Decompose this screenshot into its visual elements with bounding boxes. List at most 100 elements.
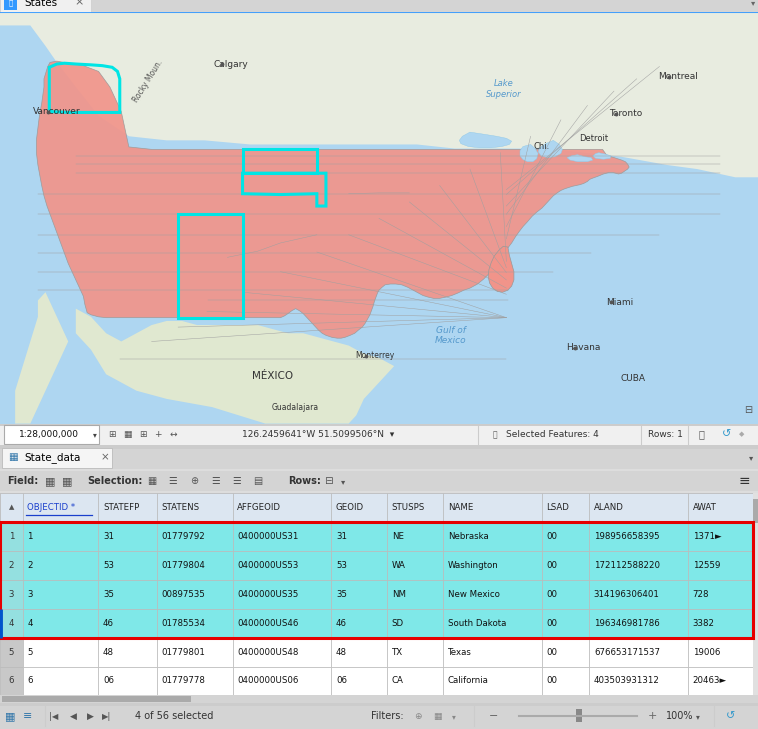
Bar (0, 522, 753, 638)
Bar (688, 550, 753, 580)
Text: ALAND: ALAND (594, 503, 624, 512)
Text: 3: 3 (8, 590, 14, 599)
Text: STATEFP: STATEFP (103, 503, 139, 512)
Text: AFFGEOID: AFFGEOID (237, 503, 281, 512)
Bar (589, 580, 688, 609)
Text: 3: 3 (27, 590, 33, 599)
Bar (99, 666, 157, 695)
Text: 48: 48 (336, 647, 347, 657)
Text: AWAT: AWAT (693, 503, 716, 512)
Bar (157, 666, 233, 695)
Bar (589, 609, 688, 638)
Text: Guadalajara: Guadalajara (272, 403, 319, 413)
Text: 5: 5 (27, 647, 33, 657)
Text: Field:: Field: (8, 476, 39, 486)
Text: Calgary: Calgary (214, 60, 249, 69)
Text: 20463►: 20463► (693, 677, 727, 685)
Bar (2, 448, 112, 468)
Text: ⊕: ⊕ (190, 476, 198, 486)
Text: 48: 48 (103, 647, 114, 657)
Text: ▾: ▾ (93, 430, 97, 439)
Text: ▦: ▦ (434, 712, 442, 721)
Bar (387, 609, 443, 638)
Bar (99, 609, 157, 638)
Text: 01779801: 01779801 (161, 647, 205, 657)
Bar (0, 638, 23, 666)
Text: |◀: |◀ (49, 712, 58, 721)
Bar (443, 638, 542, 666)
Text: 4: 4 (8, 619, 14, 628)
Text: Detroit: Detroit (579, 134, 608, 143)
Bar (99, 638, 157, 666)
Bar (23, 493, 99, 522)
Text: ☰: ☰ (168, 476, 177, 486)
Text: 0400000US48: 0400000US48 (237, 647, 299, 657)
Text: 3382: 3382 (693, 619, 715, 628)
Text: Selection:: Selection: (87, 476, 143, 486)
Text: 1371►: 1371► (693, 531, 722, 541)
Bar (443, 493, 542, 522)
Bar (233, 522, 331, 550)
Bar (23, 638, 99, 666)
Bar (576, 709, 582, 722)
Text: New Mexico: New Mexico (448, 590, 500, 599)
Text: ⊟: ⊟ (324, 476, 334, 486)
Text: NM: NM (392, 590, 406, 599)
Bar (0, 445, 758, 449)
Bar (331, 666, 387, 695)
Text: 00: 00 (547, 590, 558, 599)
Text: TX: TX (392, 647, 403, 657)
Text: Havana: Havana (566, 343, 601, 352)
Text: Montreal: Montreal (659, 72, 698, 81)
Text: 01779778: 01779778 (161, 677, 205, 685)
Text: 4 of 56 selected: 4 of 56 selected (135, 712, 213, 722)
Text: Nebraska: Nebraska (448, 531, 488, 541)
Text: NE: NE (392, 531, 404, 541)
Bar (589, 638, 688, 666)
Bar (753, 499, 758, 523)
Text: ×: × (101, 453, 110, 462)
Text: ▤: ▤ (253, 476, 262, 486)
Bar (387, 550, 443, 580)
Bar (542, 493, 589, 522)
Bar (157, 580, 233, 609)
Text: +: + (648, 712, 657, 722)
Text: 🔍: 🔍 (493, 430, 497, 439)
Text: ▾: ▾ (452, 712, 456, 721)
Text: WA: WA (392, 561, 406, 569)
Bar (688, 493, 753, 522)
Text: ▾: ▾ (341, 477, 346, 486)
Bar (99, 580, 157, 609)
Text: −: − (489, 712, 498, 722)
Text: Toronto: Toronto (609, 109, 642, 118)
Text: CA: CA (392, 677, 404, 685)
Text: Gulf of
Mexico: Gulf of Mexico (435, 326, 467, 345)
Text: ▲: ▲ (8, 504, 14, 510)
Bar (688, 580, 753, 609)
Text: ⊕: ⊕ (415, 712, 422, 721)
Bar (233, 609, 331, 638)
Text: ▦: ▦ (147, 476, 156, 486)
Text: Chi.: Chi. (534, 142, 550, 151)
Bar (688, 609, 753, 638)
Text: ◆: ◆ (738, 432, 744, 437)
Bar (688, 638, 753, 666)
Text: ▦: ▦ (45, 476, 56, 486)
Text: 53: 53 (336, 561, 347, 569)
Text: ⏸: ⏸ (698, 429, 704, 440)
Bar (688, 522, 753, 550)
Text: 01779792: 01779792 (161, 531, 205, 541)
Bar (387, 666, 443, 695)
Bar (331, 493, 387, 522)
Bar (331, 638, 387, 666)
Text: 00: 00 (547, 531, 558, 541)
Bar (0, 493, 23, 522)
Polygon shape (0, 13, 758, 177)
Text: ↺: ↺ (726, 712, 735, 722)
Text: +: + (154, 430, 161, 439)
Bar (331, 522, 387, 550)
Text: 06: 06 (336, 677, 347, 685)
Text: 126.2459641°W 51.5099506°N  ▾: 126.2459641°W 51.5099506°N ▾ (243, 430, 394, 439)
Text: ☰: ☰ (232, 476, 241, 486)
Text: ≡: ≡ (739, 474, 750, 488)
